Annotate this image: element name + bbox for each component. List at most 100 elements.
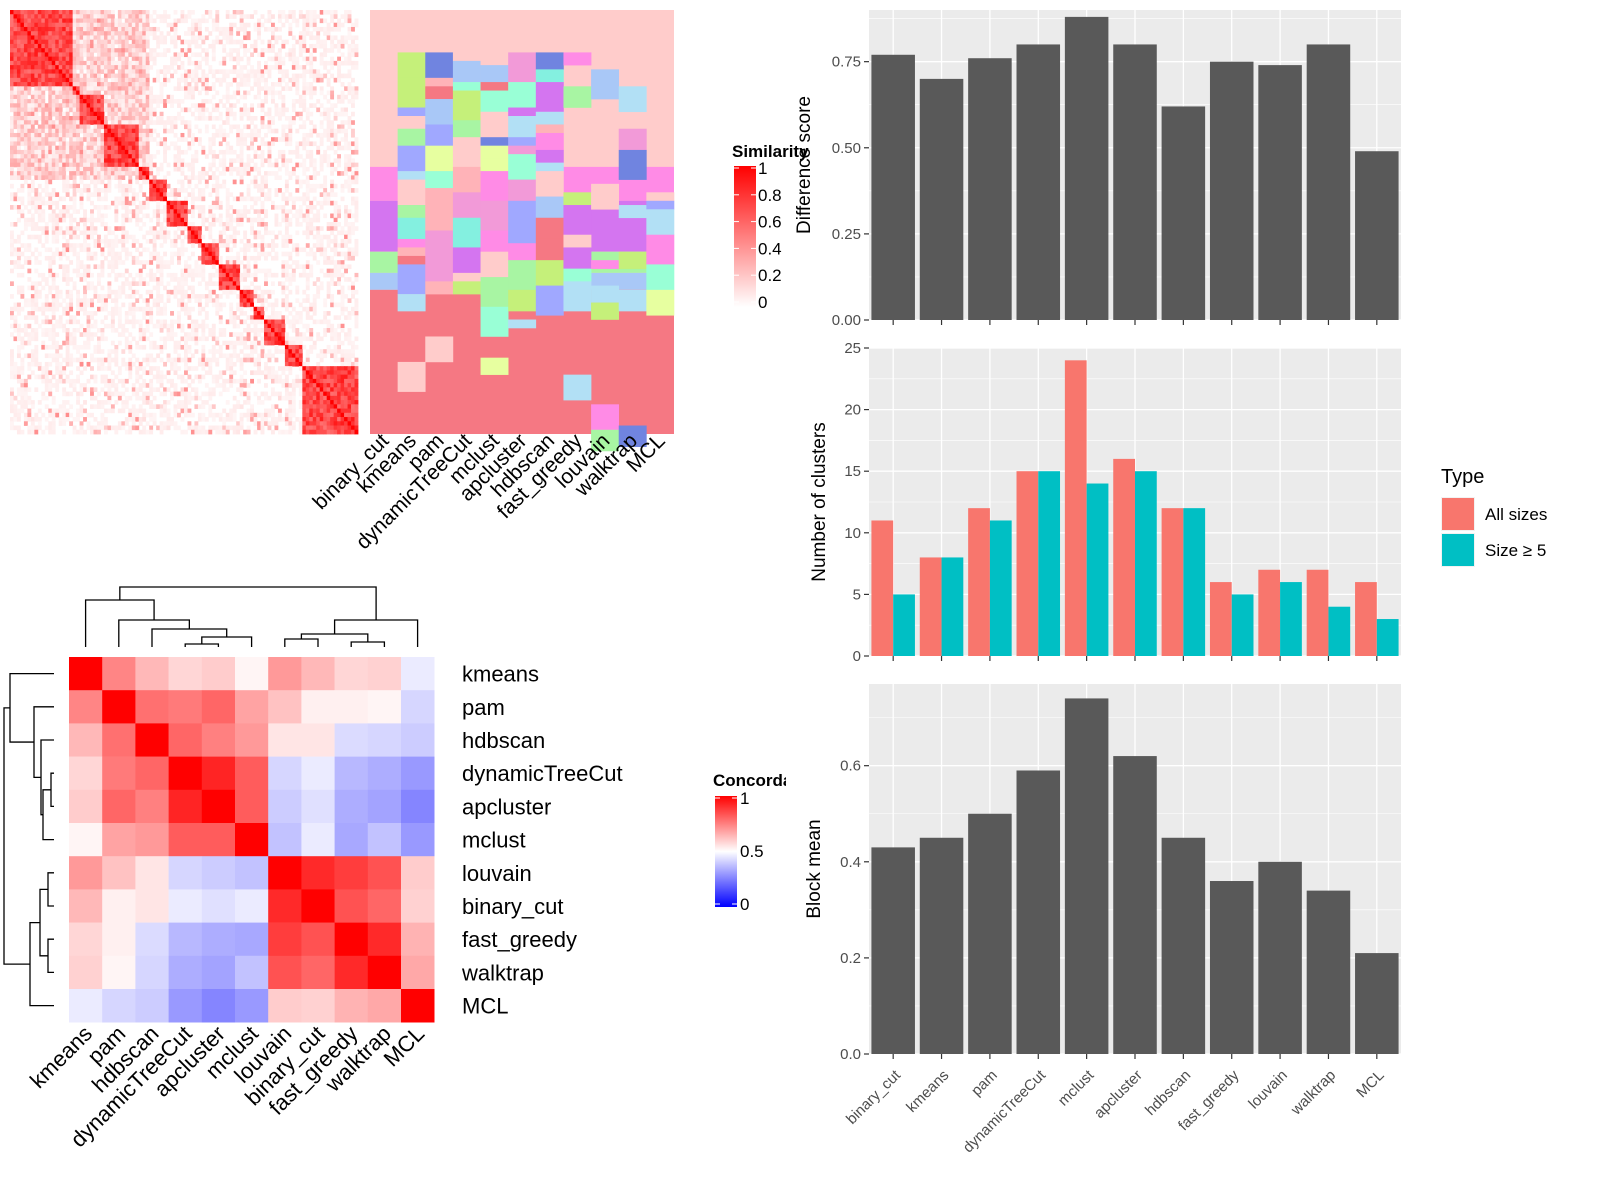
sim-cell [65, 60, 70, 66]
sim-cell [30, 35, 35, 41]
sim-cell [166, 77, 171, 83]
sim-cell [177, 154, 181, 159]
sim-cell [65, 99, 70, 104]
sim-cell [103, 196, 108, 202]
sim-cell [239, 289, 244, 295]
sim-cell [145, 230, 150, 236]
sim-cell [197, 60, 202, 66]
sim-cell [277, 14, 282, 19]
sim-cell [103, 52, 108, 58]
sim-cell [236, 315, 241, 320]
sim-cell [149, 166, 154, 172]
sim-cell [48, 306, 53, 312]
sim-cell [86, 132, 91, 138]
sim-cell [23, 69, 28, 74]
sim-cell [41, 243, 46, 248]
sim-cell [16, 18, 21, 24]
sim-cell [27, 14, 32, 19]
sim-cell [319, 166, 324, 172]
sim-cell [340, 82, 345, 87]
sim-cell [83, 166, 87, 172]
sim-cell [124, 22, 129, 28]
sim-cell [208, 145, 213, 151]
sim-cell [34, 260, 39, 265]
sim-cell [312, 69, 317, 74]
sim-cell [142, 137, 147, 142]
sim-cell [239, 14, 244, 19]
sim-cell [312, 205, 317, 210]
sim-cell [271, 311, 275, 316]
sim-cell [86, 52, 91, 58]
sim-cell [58, 145, 63, 151]
sim-cell [149, 332, 154, 337]
sim-cell [48, 260, 53, 265]
sim-cell [337, 272, 341, 278]
sim-cell [72, 209, 77, 214]
sim-cell [23, 65, 28, 70]
sim-cell [201, 107, 206, 113]
sim-cell [337, 43, 341, 49]
sim-cell [90, 39, 94, 45]
sim-cell [246, 209, 251, 214]
sim-cell [166, 230, 171, 236]
sim-cell [319, 141, 324, 147]
sim-cell [121, 132, 126, 138]
sim-cell [312, 188, 317, 193]
sim-cell [114, 149, 119, 155]
sim-cell [239, 196, 244, 202]
sim-cell [264, 209, 268, 214]
sim-cell [215, 188, 220, 193]
sim-cell [27, 128, 32, 134]
sim-cell [312, 162, 317, 168]
sim-cell [236, 154, 241, 159]
sim-cell [229, 35, 234, 41]
sim-cell [58, 154, 63, 159]
sim-cell [145, 166, 150, 172]
sim-cell [62, 120, 67, 125]
sim-cell [246, 260, 251, 265]
sim-cell [48, 43, 53, 49]
sim-cell [107, 154, 112, 159]
sim-cell [239, 94, 244, 100]
sim-cell [100, 222, 105, 227]
sim-cell [295, 222, 300, 227]
sim-cell [187, 39, 192, 45]
sim-cell [83, 94, 87, 100]
sim-cell [124, 205, 129, 210]
sim-cell [58, 149, 63, 155]
sim-cell [142, 56, 147, 62]
sim-cell [170, 328, 174, 333]
sim-cell [107, 260, 112, 265]
sim-cell [225, 132, 230, 138]
sim-cell [271, 319, 275, 325]
sim-cell [142, 132, 147, 138]
sim-cell [128, 166, 133, 172]
sim-cell [288, 175, 293, 180]
sim-cell [27, 192, 32, 197]
sim-cell [271, 328, 275, 333]
sim-cell [170, 73, 174, 79]
sim-cell [337, 171, 341, 176]
sim-cell [20, 328, 25, 333]
sim-cell [65, 268, 70, 274]
sim-cell [229, 192, 234, 197]
sim-cell [79, 192, 84, 197]
sim-cell [69, 107, 74, 113]
sim-cell [295, 65, 300, 70]
sim-cell [225, 39, 230, 45]
sim-cell [309, 22, 314, 28]
sim-cell [187, 336, 192, 342]
sim-cell [23, 166, 28, 172]
sim-cell [124, 99, 129, 104]
sim-cell [51, 188, 56, 193]
sim-cell [187, 107, 192, 113]
sim-cell [72, 48, 77, 53]
sim-cell [114, 120, 119, 125]
sim-cell [190, 200, 195, 206]
sim-cell [30, 154, 35, 159]
sim-cell [180, 162, 185, 168]
sim-cell [156, 306, 161, 312]
sim-cell [170, 213, 174, 219]
sim-cell [69, 158, 74, 164]
sim-cell [305, 86, 310, 91]
